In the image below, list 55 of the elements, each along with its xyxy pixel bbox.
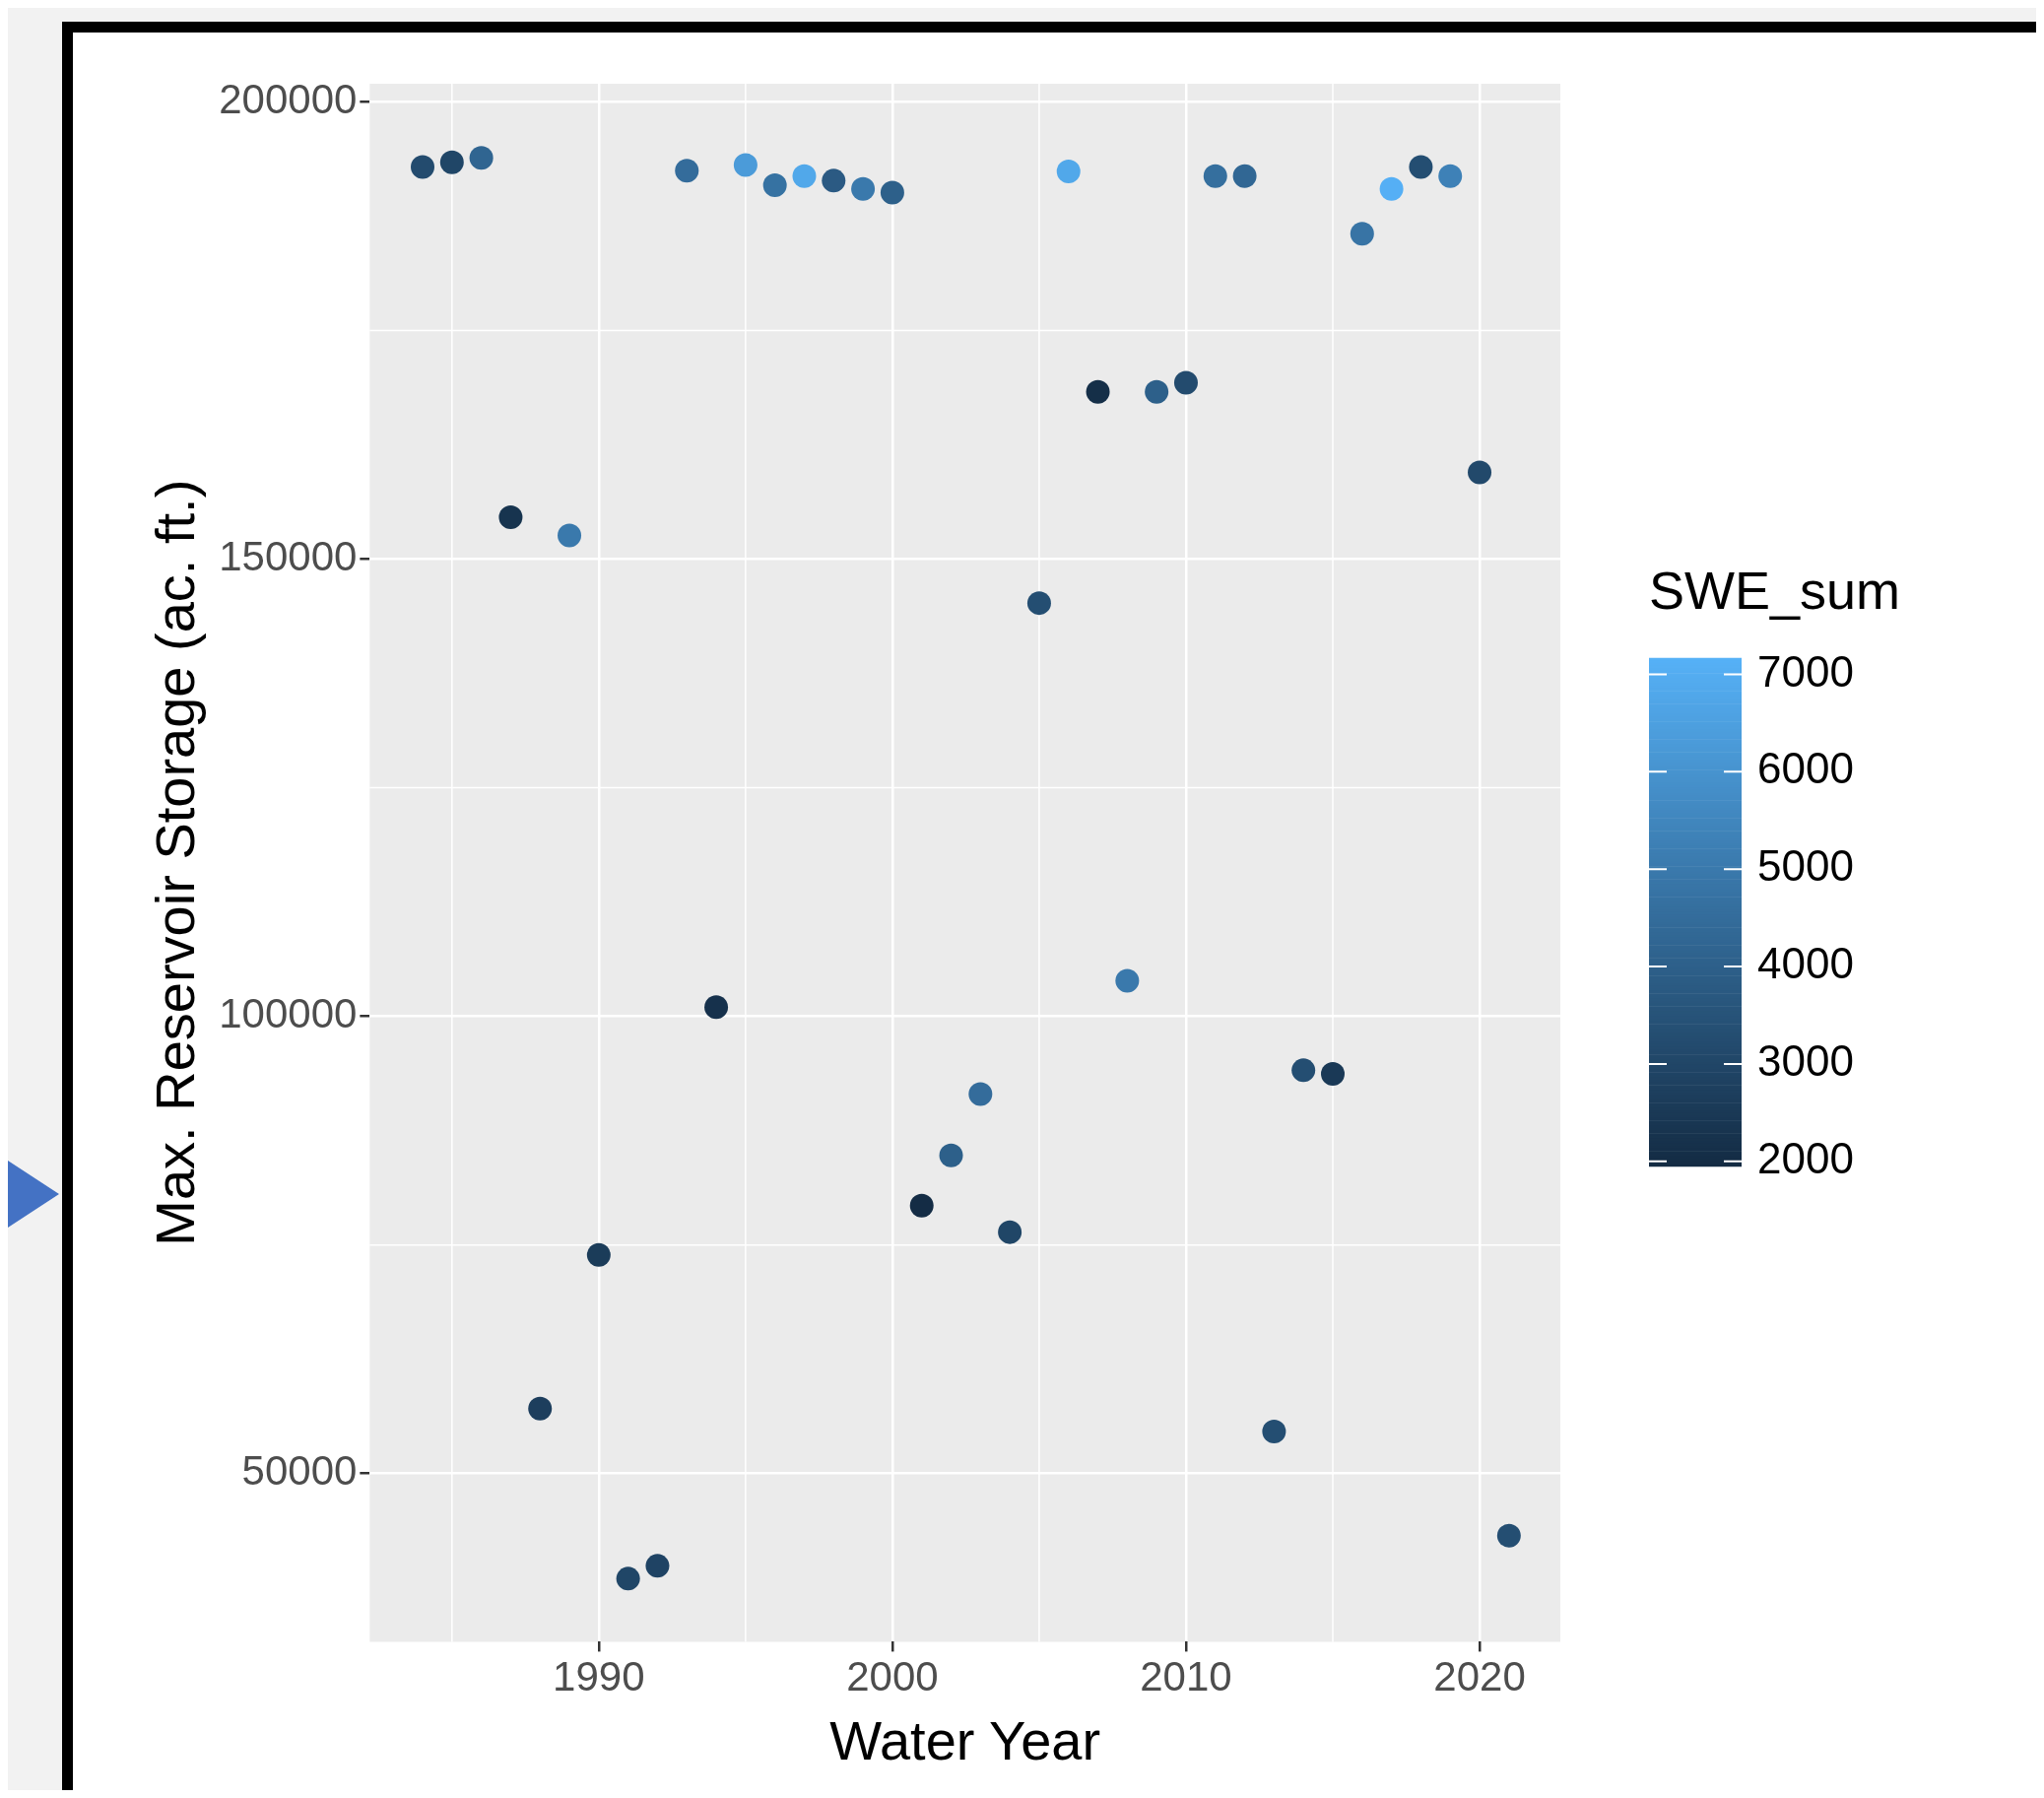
point [880, 180, 904, 205]
point [1115, 968, 1140, 993]
color-bar-label: 4000 [1757, 939, 1854, 988]
point [1145, 379, 1169, 404]
point [498, 504, 523, 529]
point [939, 1143, 963, 1167]
point [851, 176, 876, 201]
point [1379, 176, 1404, 201]
color-bar-label: 6000 [1757, 744, 1854, 793]
point [1409, 155, 1433, 179]
point [1056, 160, 1081, 184]
point [909, 1193, 934, 1218]
point [528, 1396, 553, 1421]
point [792, 164, 817, 188]
point [822, 168, 846, 193]
point [1173, 370, 1198, 395]
x-tick-label: 2010 [1140, 1653, 1232, 1700]
x-tick-label: 2000 [846, 1653, 939, 1700]
point [1350, 222, 1374, 246]
point [675, 159, 699, 183]
point [1291, 1058, 1316, 1083]
x-tick-label: 1990 [553, 1653, 645, 1700]
y-tick-label: 100000 [219, 990, 358, 1037]
point [1496, 1523, 1521, 1548]
point [1438, 164, 1463, 188]
point [1262, 1419, 1286, 1443]
point [558, 523, 582, 548]
point [645, 1554, 670, 1578]
point [469, 146, 494, 170]
point [1203, 164, 1227, 188]
point [616, 1566, 640, 1591]
x-axis-title: Water Year [829, 1708, 1101, 1771]
color-bar-title: SWE_sum [1649, 560, 1901, 620]
point [1468, 460, 1492, 485]
color-bar-label: 2000 [1757, 1133, 1854, 1182]
point [998, 1220, 1022, 1244]
point [968, 1082, 993, 1106]
y-tick-label: 200000 [219, 76, 358, 123]
point [439, 150, 464, 174]
color-bar-label: 3000 [1757, 1036, 1854, 1086]
x-tick-label: 2020 [1433, 1653, 1526, 1700]
point [1232, 164, 1257, 188]
color-bar-label: 7000 [1757, 646, 1854, 696]
color-bar-label: 5000 [1757, 841, 1854, 891]
point [1026, 591, 1051, 616]
point [704, 995, 729, 1020]
point [411, 155, 434, 179]
point [1321, 1062, 1345, 1087]
y-tick-label: 150000 [219, 533, 358, 580]
point [1086, 379, 1110, 404]
point [586, 1242, 611, 1267]
y-tick-label: 50000 [241, 1447, 358, 1495]
point [733, 153, 758, 177]
y-axis-title: Max. Reservoir Storage (ac. ft.) [144, 479, 207, 1246]
point [762, 173, 787, 198]
